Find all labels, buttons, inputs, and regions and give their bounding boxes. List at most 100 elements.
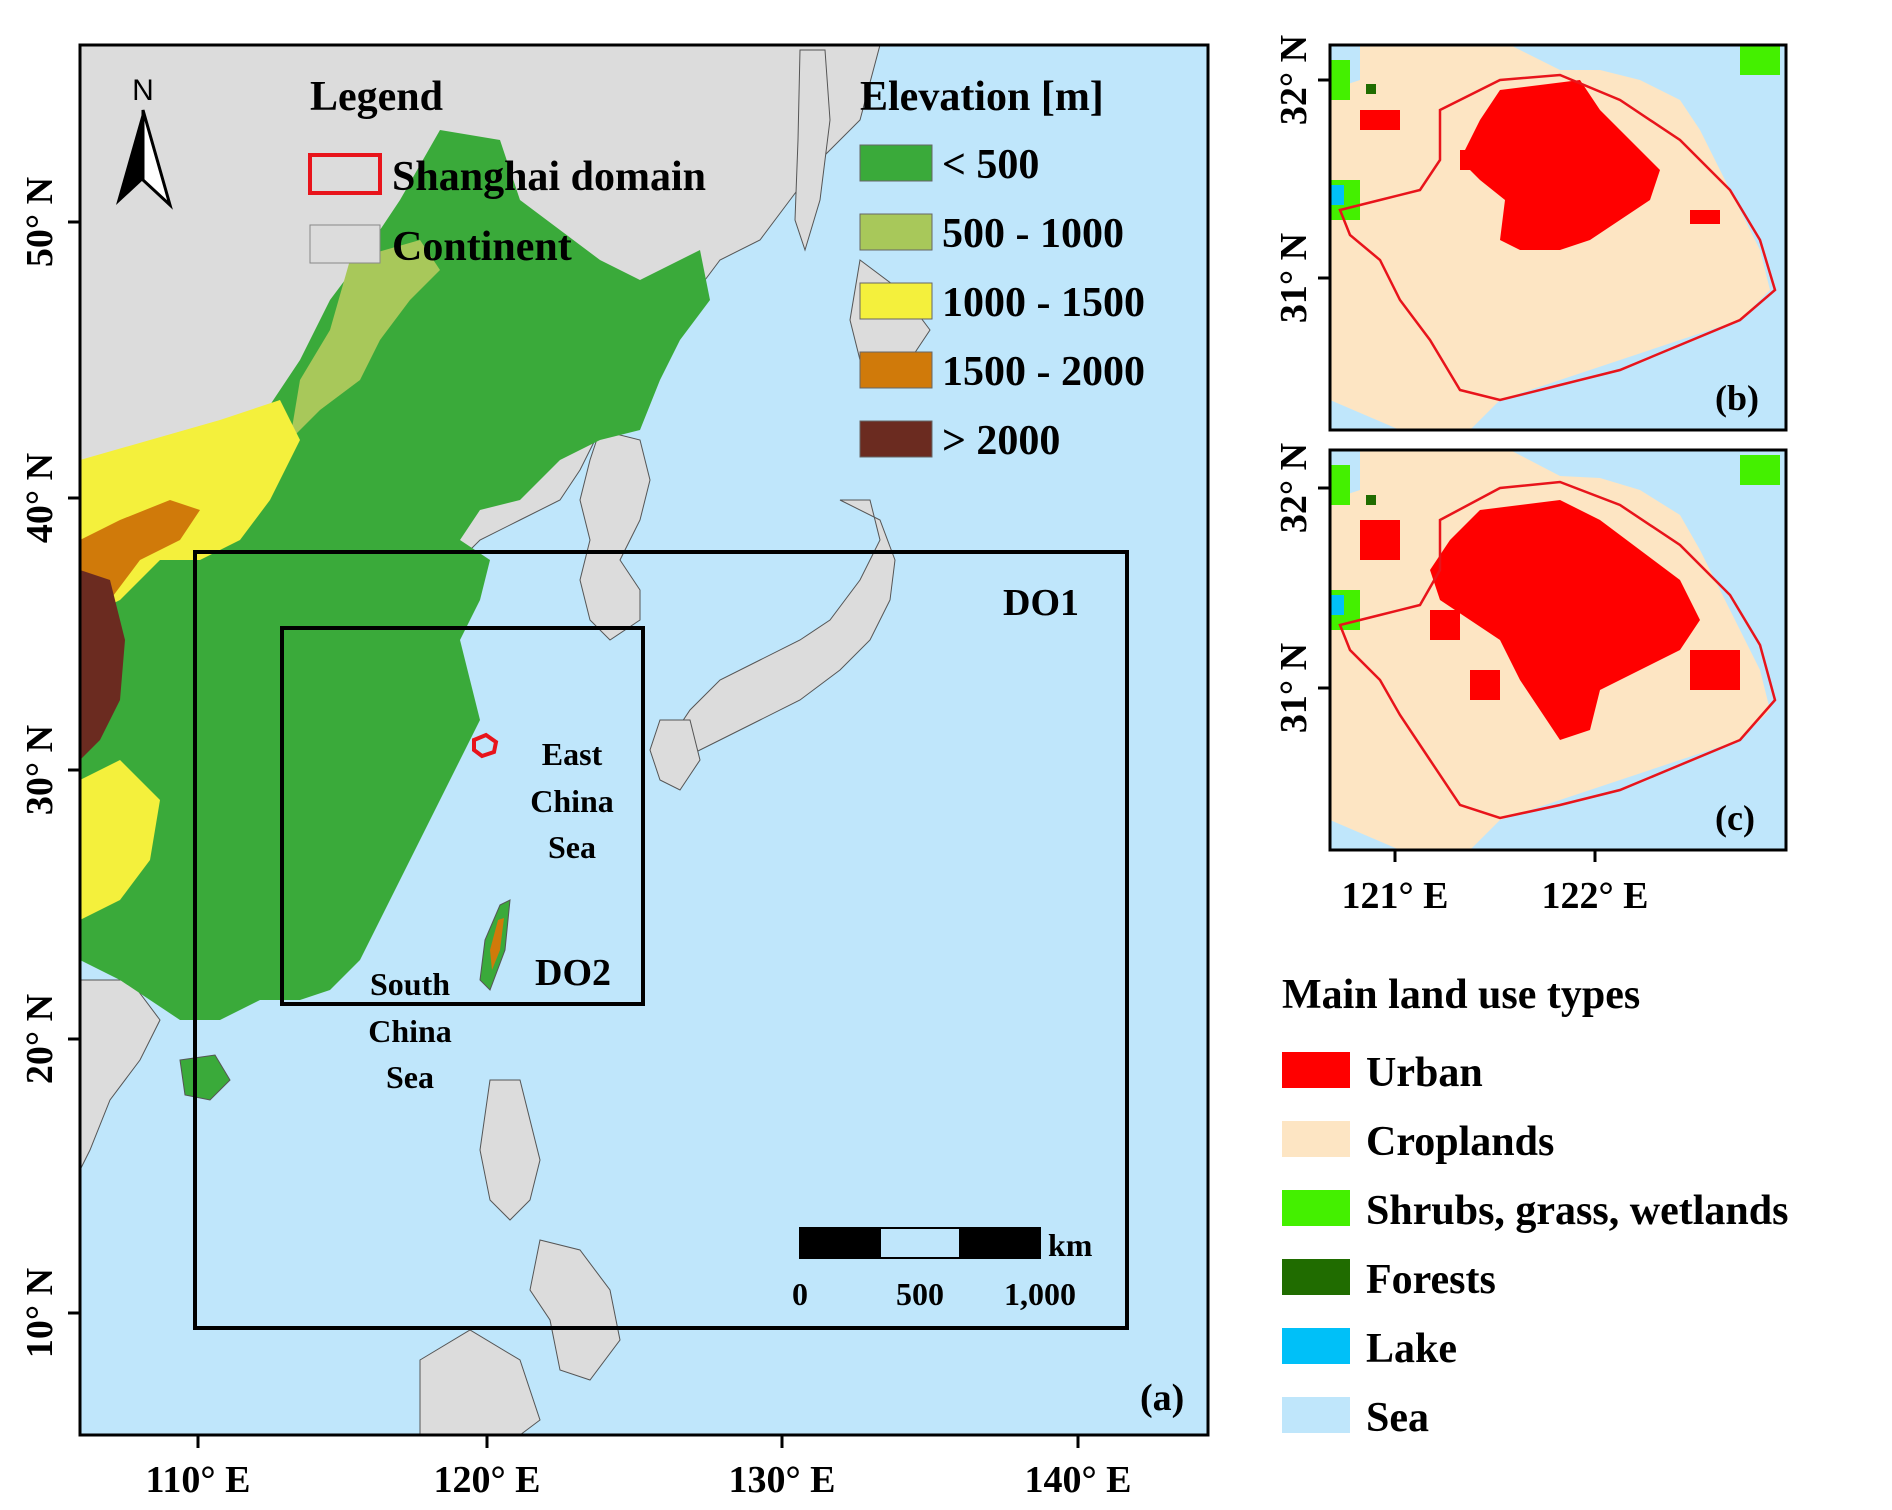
inset-xtick-0: 121° E	[1341, 875, 1448, 917]
legend-title: Legend	[310, 74, 443, 120]
ecs-line-3: Sea	[548, 829, 596, 865]
x-tick-label-1: 120° E	[433, 1459, 540, 1501]
inset-b-urban	[1460, 80, 1660, 250]
land-use-label-sea: Sea	[1366, 1395, 1429, 1441]
land-use-swatch-croplands	[1282, 1121, 1350, 1157]
main-map-frame	[78, 43, 1210, 1437]
inset-b-shanghai-outline	[1338, 73, 1777, 402]
shanghai-domain-outline	[472, 732, 499, 759]
inset-c-lake	[1330, 595, 1344, 615]
land-use-swatch-urban	[1282, 1052, 1350, 1088]
scs-line-3: Sea	[386, 1059, 434, 1095]
hainan-island	[179, 1054, 231, 1101]
main-legend: Legend Shanghai domain Continent	[308, 74, 706, 270]
north-arrow: N	[116, 74, 173, 210]
elevation-swatch-1	[859, 213, 933, 251]
inset-b-shrub-2	[1330, 60, 1350, 100]
inset-b-ytick-0: 31° N	[1273, 233, 1315, 323]
inset-c-sea-sw	[1330, 820, 1400, 850]
domain-label-do2: DO2	[535, 952, 611, 994]
domain-box-do1	[193, 550, 1129, 1330]
land-use-swatch-sea	[1282, 1397, 1350, 1433]
elevation-label-4: > 2000	[942, 418, 1060, 464]
x-tick-label-3: 140° E	[1024, 1459, 1131, 1501]
land-use-label-shrubs: Shrubs, grass, wetlands	[1366, 1188, 1788, 1234]
elevation-below-500	[80, 130, 710, 1020]
inset-xtick-1: 122° E	[1541, 875, 1648, 917]
legend-label-shanghai: Shanghai domain	[392, 154, 706, 200]
land-use-swatch-shrubs	[1282, 1190, 1350, 1226]
elevation-label-2: 1000 - 1500	[942, 280, 1145, 326]
north-arrow-right	[141, 109, 173, 210]
scale-seg-3	[959, 1227, 1041, 1259]
sakhalin	[794, 49, 831, 252]
inset-c-forest	[1366, 495, 1376, 505]
inset-c-frame	[1328, 448, 1788, 852]
scale-tick-0: 0	[792, 1276, 808, 1312]
inset-b-lake	[1330, 185, 1344, 205]
inset-map-b: (b) 31° N 32° N	[1273, 35, 1788, 432]
scale-tick-1: 500	[896, 1276, 944, 1312]
land-use-label-croplands: Croplands	[1366, 1119, 1554, 1165]
land-use-swatch-forests	[1282, 1259, 1350, 1295]
inset-c-urban	[1430, 500, 1700, 740]
land-use-label-forests: Forests	[1366, 1257, 1496, 1303]
inset-b-forest	[1366, 84, 1376, 94]
inset-c-urban-patch-3	[1470, 670, 1500, 700]
philippines-south	[529, 1239, 621, 1381]
scale-seg-2	[879, 1227, 961, 1259]
elevation-swatch-2	[859, 282, 933, 320]
ecs-line-2: China	[530, 783, 614, 819]
inset-b-urban-patch-3	[1690, 210, 1720, 224]
inset-c-shanghai-outline	[1338, 480, 1777, 820]
inset-c-urban-patch-1	[1360, 520, 1400, 560]
taiwan-highland	[490, 918, 504, 970]
elevation-swatch-0	[859, 144, 933, 182]
y-tick-label-4: 50° N	[19, 177, 61, 267]
legend-swatch-continent	[309, 224, 381, 264]
inset-c-urban-patch-4	[1690, 650, 1740, 690]
elevation-label-0: < 500	[942, 142, 1039, 188]
elevation-label-1: 500 - 1000	[942, 211, 1124, 257]
elevation-label-3: 1500 - 2000	[942, 349, 1145, 395]
elevation-swatch-3	[859, 351, 933, 389]
legend-swatch-shanghai	[308, 153, 382, 195]
y-tick-label-1: 20° N	[19, 994, 61, 1084]
land-use-title: Main land use types	[1282, 972, 1640, 1018]
main-map: N Legend Shanghai domain Continent Eleva…	[19, 43, 1210, 1501]
inset-c-sea	[1470, 450, 1786, 850]
inset-map-c: (c) 31° N 32° N 121° E 122° E	[1273, 443, 1788, 917]
main-y-axis: 10° N 20° N 30° N 40° N 50° N	[19, 177, 80, 1358]
elevation-above-2000	[80, 570, 125, 760]
land-use-legend: Main land use types Urban Croplands Shru…	[1282, 972, 1788, 1441]
x-tick-label-0: 110° E	[146, 1459, 251, 1501]
inset-c-shrub-3	[1740, 455, 1780, 485]
land-use-swatch-lake	[1282, 1328, 1350, 1364]
scale-seg-1	[799, 1227, 881, 1259]
inset-c-ytick-0: 31° N	[1273, 643, 1315, 733]
panel-label-b: (b)	[1715, 378, 1759, 418]
north-arrow-left	[116, 110, 143, 205]
elevation-swatch-4	[859, 420, 933, 458]
x-tick-label-2: 130° E	[728, 1459, 835, 1501]
legend-label-continent: Continent	[392, 224, 572, 270]
inset-c-shrub-2	[1330, 465, 1350, 505]
elevation-legend: Elevation [m] < 500 500 - 1000 1000 - 15…	[859, 74, 1145, 464]
main-x-axis: 110° E 120° E 130° E 140° E	[146, 1435, 1132, 1501]
land-use-label-urban: Urban	[1366, 1050, 1483, 1096]
inset-b-frame	[1328, 43, 1788, 432]
north-label: N	[132, 74, 154, 107]
ecs-line-1: East	[542, 736, 603, 772]
elevation-500-1000	[290, 240, 440, 440]
y-tick-label-3: 40° N	[19, 453, 61, 543]
panel-label-c: (c)	[1715, 798, 1755, 838]
inset-c-ytick-1: 32° N	[1273, 443, 1315, 533]
panel-label-a: (a)	[1140, 1377, 1184, 1419]
inset-b-sea-sw	[1330, 400, 1400, 430]
south-china-sea-label: South China Sea	[368, 966, 452, 1095]
philippines-luzon	[479, 1079, 541, 1221]
inset-b-urban-patch-1	[1360, 110, 1400, 130]
east-china-sea-label: East China Sea	[530, 736, 614, 865]
scale-unit: km	[1048, 1227, 1093, 1263]
inset-c-urban-patch-2	[1430, 610, 1460, 640]
